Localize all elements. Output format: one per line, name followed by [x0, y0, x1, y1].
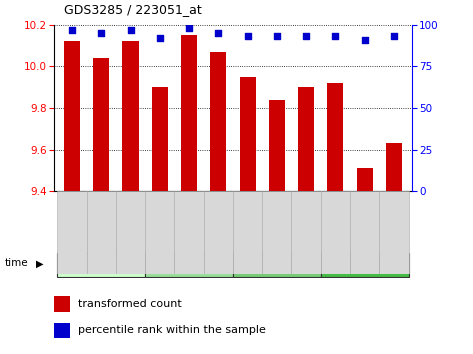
Text: GDS3285 / 223051_at: GDS3285 / 223051_at — [64, 3, 201, 16]
Bar — [233, 191, 262, 274]
Bar — [379, 191, 409, 274]
Point — [127, 27, 134, 33]
Bar — [291, 191, 321, 274]
Bar — [210, 52, 227, 191]
Bar — [239, 77, 255, 191]
Point — [273, 34, 280, 39]
Bar — [357, 168, 373, 191]
Bar — [262, 191, 291, 274]
Text: 3 h: 3 h — [180, 259, 198, 269]
Point — [185, 25, 193, 31]
Bar — [145, 253, 233, 276]
Bar — [87, 191, 116, 274]
Point — [68, 27, 76, 33]
Text: transformed count: transformed count — [78, 299, 181, 309]
Bar — [54, 296, 70, 312]
Bar — [204, 191, 233, 274]
Point — [215, 30, 222, 36]
Bar — [57, 253, 145, 276]
Point — [156, 35, 164, 41]
Bar — [152, 87, 168, 191]
Bar — [321, 191, 350, 274]
Text: percentile rank within the sample: percentile rank within the sample — [78, 325, 265, 336]
Point — [302, 34, 310, 39]
Point — [390, 34, 398, 39]
Text: 6 h: 6 h — [268, 259, 286, 269]
Point — [361, 37, 368, 42]
Bar — [93, 58, 109, 191]
Bar — [145, 191, 175, 274]
Bar — [64, 41, 80, 191]
Bar — [269, 100, 285, 191]
Text: time: time — [5, 258, 28, 268]
Point — [244, 34, 251, 39]
Text: 12 h: 12 h — [352, 259, 377, 269]
Bar — [123, 41, 139, 191]
Point — [97, 30, 105, 36]
Bar — [321, 253, 409, 276]
Bar — [116, 191, 145, 274]
Bar — [233, 253, 321, 276]
Bar — [175, 191, 204, 274]
Bar — [298, 87, 314, 191]
Bar — [350, 191, 379, 274]
Point — [332, 34, 339, 39]
Bar — [57, 191, 87, 274]
Bar — [386, 143, 402, 191]
Text: 0 h: 0 h — [92, 259, 110, 269]
Bar — [54, 322, 70, 338]
Bar — [181, 35, 197, 191]
Bar — [327, 83, 343, 191]
Text: ▶: ▶ — [35, 258, 43, 268]
